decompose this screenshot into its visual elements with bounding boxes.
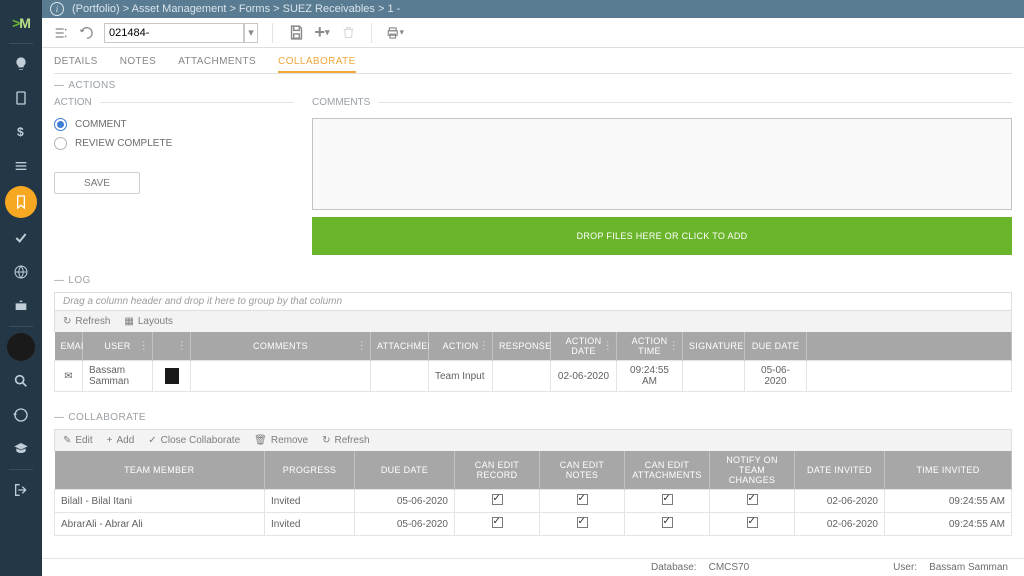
bulb-icon[interactable] (7, 50, 35, 78)
col-extra[interactable] (807, 332, 1012, 361)
db-value: CMCS70 (709, 562, 750, 573)
record-id-input[interactable] (104, 23, 244, 43)
dollar-icon[interactable]: $ (7, 118, 35, 146)
col-actiontime[interactable]: ACTION TIME⋮ (617, 332, 683, 361)
briefcase-icon[interactable] (7, 292, 35, 320)
avatar-icon[interactable] (7, 333, 35, 361)
actions-header: —ACTIONS (54, 80, 1012, 91)
collab-close-button[interactable]: ✓ Close Collaborate (148, 435, 240, 446)
col-cduedate[interactable]: DUE DATE (355, 451, 455, 490)
col-response[interactable]: RESPONSE⋮ (493, 332, 551, 361)
action-label: ACTION (54, 97, 294, 108)
tab-attachments[interactable]: ATTACHMENTS (178, 52, 256, 73)
col-duedate[interactable]: DUE DATE⋮ (745, 332, 807, 361)
col-email[interactable]: EMAIL⋮ (55, 332, 83, 361)
list-icon[interactable] (7, 152, 35, 180)
file-dropzone[interactable]: DROP FILES HERE OR CLICK TO ADD (312, 217, 1012, 255)
collab-header: —COLLABORATE (54, 412, 1012, 423)
collab-remove-button[interactable]: 🗑 Remove (254, 435, 308, 446)
save-button[interactable]: SAVE (54, 172, 140, 194)
col-notify[interactable]: NOTIFY ON TEAM CHANGES (710, 451, 795, 490)
save-icon[interactable] (287, 24, 305, 42)
print-icon[interactable]: ▾ (386, 24, 404, 42)
col-editnotes[interactable]: CAN EDIT NOTES (540, 451, 625, 490)
radio-review[interactable]: REVIEW COMPLETE (54, 137, 294, 150)
top-breadcrumb-bar: i (Portfolio) > Asset Management > Forms… (42, 0, 1024, 18)
log-group-hint[interactable]: Drag a column header and drop it here to… (54, 292, 1012, 310)
check-icon[interactable] (7, 224, 35, 252)
tab-notes[interactable]: NOTES (120, 52, 156, 73)
log-table: EMAIL⋮ USER⋮ ⋮ COMMENTS⋮ ATTACHMENTS⋮ AC… (54, 332, 1012, 392)
user-label: User: (893, 562, 917, 573)
radio-comment[interactable]: COMMENT (54, 118, 294, 131)
table-row[interactable]: AbrarAli - Abrar AliInvited05-06-202002-… (55, 513, 1012, 536)
breadcrumb[interactable]: (Portfolio) > Asset Management > Forms >… (72, 3, 400, 15)
svg-text:$: $ (17, 125, 24, 139)
tab-bar: DETAILS NOTES ATTACHMENTS COLLABORATE (54, 52, 1012, 74)
collab-table: TEAM MEMBER PROGRESS DUE DATE CAN EDIT R… (54, 451, 1012, 536)
undo-icon[interactable] (78, 24, 96, 42)
comments-textarea[interactable] (312, 118, 1012, 210)
search-icon[interactable] (7, 367, 35, 395)
history-icon[interactable] (7, 401, 35, 429)
dropdown-icon[interactable]: ▾ (244, 23, 258, 43)
table-row[interactable]: ✉Bassam SammanTeam Input02-06-202009:24:… (55, 361, 1012, 392)
log-header: —LOG (54, 275, 1012, 286)
comments-label: COMMENTS (312, 97, 1012, 108)
col-member[interactable]: TEAM MEMBER (55, 451, 265, 490)
col-editrecord[interactable]: CAN EDIT RECORD (455, 451, 540, 490)
info-icon[interactable]: i (50, 2, 64, 16)
log-refresh-button[interactable]: ↻ Refresh (63, 316, 110, 327)
col-attachments[interactable]: ATTACHMENTS⋮ (371, 332, 429, 361)
menu-toggle-icon[interactable] (52, 24, 70, 42)
logout-icon[interactable] (7, 476, 35, 504)
content-area: —ACTIONS ACTION COMMENT REVIEW COMPLETE … (54, 80, 1012, 558)
globe-icon[interactable] (7, 258, 35, 286)
collab-refresh-button[interactable]: ↻ Refresh (322, 435, 369, 446)
bookmark-icon[interactable] (5, 186, 37, 218)
col-actiondate[interactable]: ACTION DATE⋮ (551, 332, 617, 361)
db-label: Database: (651, 562, 697, 573)
collab-toolbar: ✎ Edit + Add ✓ Close Collaborate 🗑 Remov… (54, 429, 1012, 451)
col-editatt[interactable]: CAN EDIT ATTACHMENTS (625, 451, 710, 490)
col-timeinvited[interactable]: TIME INVITED (885, 451, 1012, 490)
document-icon[interactable] (7, 84, 35, 112)
col-user[interactable]: USER⋮ (83, 332, 153, 361)
tab-details[interactable]: DETAILS (54, 52, 98, 73)
collab-edit-button[interactable]: ✎ Edit (63, 435, 93, 446)
add-icon[interactable]: +▾ (313, 24, 331, 42)
col-action[interactable]: ACTION⋮ (429, 332, 493, 361)
tab-collaborate[interactable]: COLLABORATE (278, 52, 356, 73)
logo-icon[interactable]: >M (7, 9, 35, 37)
toolbar: ▾ +▾ ▾ (42, 18, 1024, 48)
collab-add-button[interactable]: + Add (107, 435, 135, 446)
col-comments[interactable]: COMMENTS⋮ (191, 332, 371, 361)
log-layouts-button[interactable]: ▦ Layouts (124, 316, 172, 327)
col-dateinvited[interactable]: DATE INVITED (795, 451, 885, 490)
col-signature[interactable]: SIGNATURE⋮ (683, 332, 745, 361)
col-avatar[interactable]: ⋮ (153, 332, 191, 361)
status-bar: Database: CMCS70 User: Bassam Samman (42, 558, 1024, 576)
col-progress[interactable]: PROGRESS (265, 451, 355, 490)
delete-icon[interactable] (339, 24, 357, 42)
table-row[interactable]: BilalI - Bilal ItaniInvited05-06-202002-… (55, 490, 1012, 513)
left-sidebar: >M $ (0, 0, 42, 576)
graduation-icon[interactable] (7, 435, 35, 463)
log-toolbar: ↻ Refresh ▦ Layouts (54, 310, 1012, 332)
user-value: Bassam Samman (929, 562, 1008, 573)
